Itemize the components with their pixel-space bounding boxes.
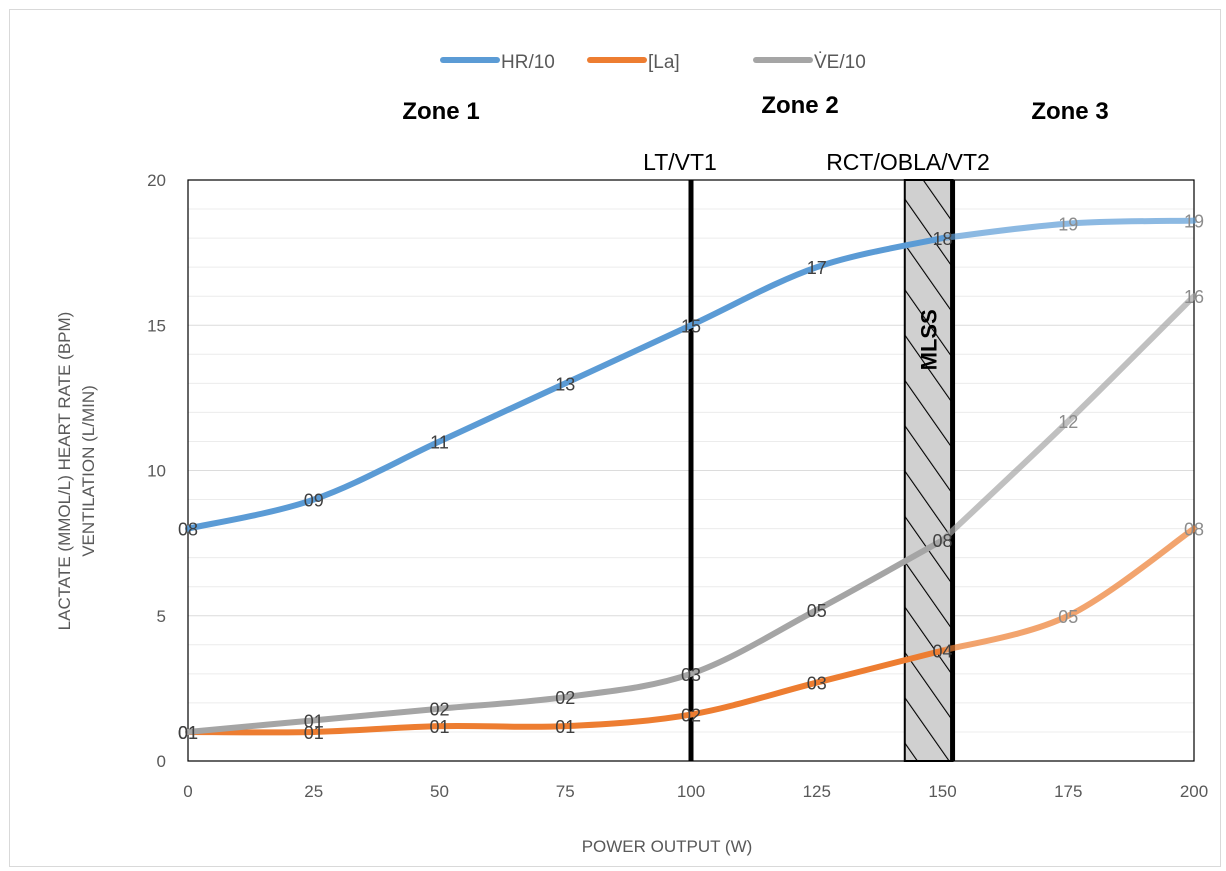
x-tick-label: 175 [1054,782,1082,801]
x-tick-label: 150 [928,782,956,801]
data-label: 01 [555,717,575,737]
series-line [185,235,946,532]
y-tick-label: 20 [147,171,166,190]
data-label: 02 [681,706,701,726]
data-label: 02 [555,688,575,708]
data-label: 03 [807,674,827,694]
data-label: 16 [1184,287,1204,307]
y-tick-label: 10 [147,462,166,481]
series-line-faded [939,217,1197,242]
mlss-label: MLSS [917,309,942,370]
legend-label: [La] [648,52,680,73]
data-label: 19 [1058,215,1078,235]
x-tick-label: 75 [556,782,575,801]
data-label: 08 [932,531,952,551]
data-label: 19 [1184,212,1204,232]
data-label: 11 [430,432,449,452]
series-line [185,537,946,735]
data-label: 02 [429,700,449,720]
series-1: 08 09 11 13 15 17 18 19 19 [178,212,1204,540]
x-tick-label: 125 [803,782,831,801]
data-label: 01 [304,711,324,731]
data-label: 17 [807,258,827,278]
x-tick-label: 25 [304,782,323,801]
x-tick-label: 0 [183,782,192,801]
data-label: 03 [681,665,701,685]
x-tick-label: 200 [1180,782,1208,801]
zone-label-3: Zone 3 [1031,98,1108,125]
zone-label-2: Zone 2 [761,92,838,119]
x-axis-title: POWER OUTPUT (W) [582,837,753,856]
x-tick-label: 100 [677,782,705,801]
data-label: 15 [681,316,701,336]
mlss-band [903,179,954,762]
data-label: 05 [1058,607,1078,627]
zone-label-1: Zone 1 [402,98,479,125]
y-tick-label: 15 [147,316,166,335]
data-label: 01 [178,723,198,743]
data-label: 12 [1058,412,1078,432]
legend-label: HR/10 [501,52,555,73]
data-label: 08 [178,520,198,540]
data-label: 08 [1184,520,1204,540]
data-label: 05 [807,601,827,621]
chart: HR/10 [La] V̇E/10 Zone 1 Zone 2 Zone 3 LT/… [55,52,1208,856]
data-label: 04 [932,642,952,662]
y-axis-title-line2: VENTILATION (L/MIN) [79,385,98,557]
chart-frame: HR/10 [La] V̇E/10 Zone 1 Zone 2 Zone 3 LT/… [9,9,1221,867]
data-label: 18 [932,229,952,249]
series-line-faded [939,525,1197,654]
y-tick-label: 5 [157,607,166,626]
y-tick-label: 0 [157,752,166,771]
threshold-label-rct-obla-vt2: RCT/OBLA/VT2 [826,149,990,175]
data-label: 13 [555,374,575,394]
legend: HR/10 [La] V̇E/10 [440,52,866,73]
data-label: 01 [429,717,449,737]
data-label: 09 [304,491,324,511]
series-line-faded [939,293,1197,544]
threshold-label-lt-vt1: LT/VT1 [643,149,717,175]
data-label: 01 [304,723,324,743]
series-line [185,647,946,736]
x-tick-label: 50 [430,782,449,801]
legend-label: V̇E/10 [814,52,866,73]
y-axis-title-line1: LACTATE (MMOL/L) HEART RATE (BPM) [55,312,74,631]
